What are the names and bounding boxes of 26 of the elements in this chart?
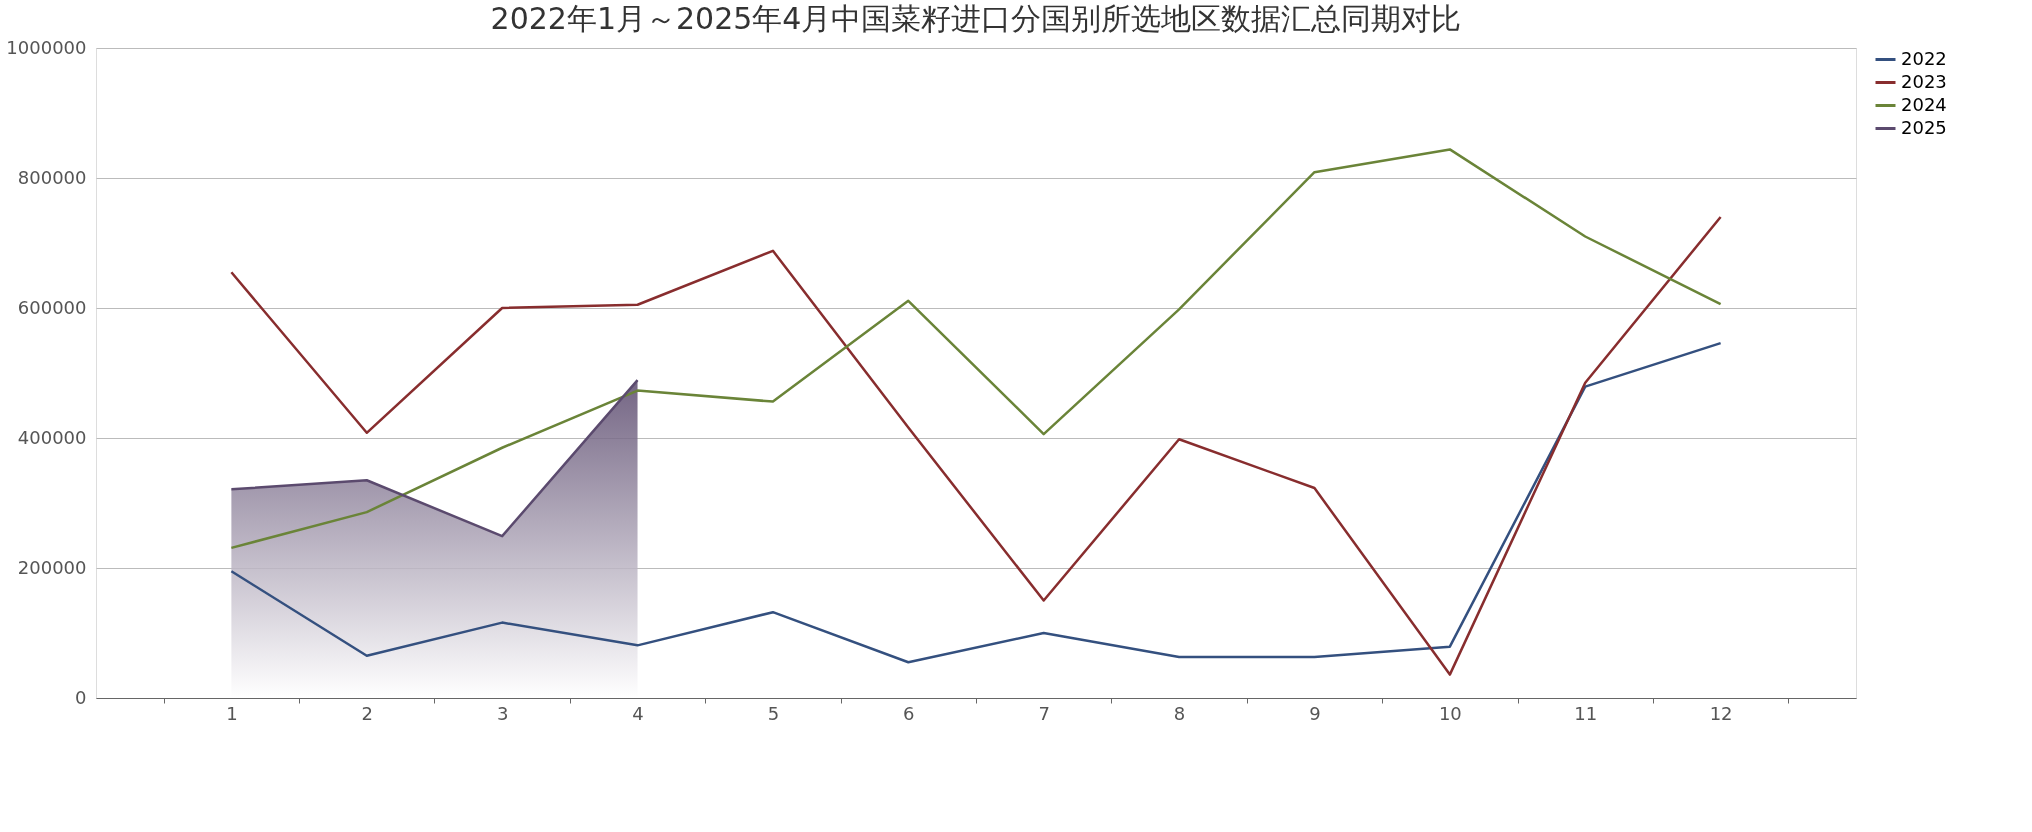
x-tick-label: 6	[903, 702, 915, 724]
x-tick-label: 12	[1709, 702, 1733, 724]
y-tick-label: 800000	[17, 166, 87, 188]
y-tick-label: 1000000	[6, 36, 87, 58]
y-tick-label: 200000	[17, 556, 87, 578]
legend-label: 2022	[1901, 47, 1947, 69]
line-series	[230, 215, 1722, 676]
legend-label: 2023	[1901, 70, 1947, 92]
x-tick-label: 3	[496, 702, 509, 724]
x-tick-label: 9	[1309, 702, 1321, 724]
line-series	[230, 341, 1722, 664]
x-tick-label: 7	[1038, 702, 1050, 724]
x-tick-label: 8	[1173, 702, 1186, 724]
y-tick-label: 0	[75, 686, 87, 708]
chart-title: 2022年1月～2025年4月中国菜籽进口分国别所选地区数据汇总同期对比	[490, 1, 1462, 36]
x-tick-label: 5	[767, 702, 780, 724]
legend-label: 2025	[1901, 116, 1947, 138]
x-tick-label: 11	[1574, 702, 1598, 724]
x-tick-label: 4	[632, 702, 644, 724]
legend-label: 2024	[1901, 93, 1947, 115]
line-series	[230, 148, 1722, 550]
y-tick-label: 400000	[17, 426, 87, 448]
x-tick-label: 10	[1438, 702, 1462, 724]
x-tick-label: 2	[361, 702, 373, 724]
x-tick-label: 1	[226, 702, 238, 724]
y-tick-label: 600000	[17, 296, 87, 318]
